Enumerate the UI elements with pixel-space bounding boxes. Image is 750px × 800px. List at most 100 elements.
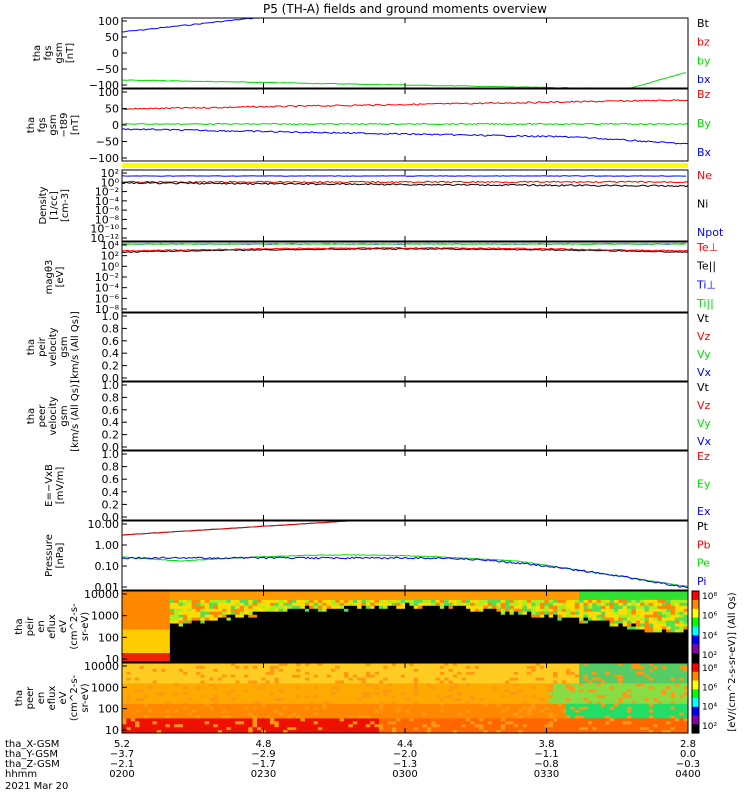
heatmap-cell <box>348 695 354 699</box>
heatmap-cell <box>261 599 267 604</box>
heatmap-cell <box>383 602 389 607</box>
heatmap-cell <box>300 594 306 598</box>
heatmap-cell <box>383 617 389 622</box>
heatmap-cell <box>383 674 389 679</box>
heatmap-cell <box>183 591 188 595</box>
heatmap-cell <box>291 647 297 651</box>
heatmap-cell <box>557 629 563 633</box>
heatmap-cell <box>209 653 214 657</box>
heatmap-cell <box>339 611 345 616</box>
heatmap-cell <box>496 647 502 651</box>
heatmap-cell <box>679 632 685 636</box>
heatmap-cell <box>640 632 645 636</box>
heatmap-cell <box>409 605 415 610</box>
heatmap-cell <box>374 730 380 734</box>
heatmap-cell <box>496 614 502 619</box>
heatmap-cell <box>304 629 310 633</box>
heatmap-cell <box>152 683 158 687</box>
heatmap-cell <box>670 659 676 663</box>
heatmap-cell <box>322 594 328 598</box>
heatmap-cell <box>339 724 345 728</box>
heatmap-cell <box>657 591 663 595</box>
heatmap-cell <box>165 695 171 699</box>
heatmap-cell <box>183 698 188 702</box>
heatmap-cell <box>174 683 180 687</box>
heatmap-cell <box>287 692 293 696</box>
heatmap-cell <box>161 653 167 657</box>
heatmap-cell <box>357 718 362 722</box>
heatmap-cell <box>348 663 354 667</box>
heatmap-cell <box>300 626 306 630</box>
heatmap-cell <box>126 626 132 630</box>
heatmap-cell <box>278 641 284 645</box>
heatmap-cell <box>570 614 576 619</box>
heatmap-cell <box>640 614 645 619</box>
heatmap-cell <box>357 635 362 639</box>
heatmap-cell <box>243 692 249 696</box>
heatmap-cell <box>313 623 319 627</box>
y-tick-label: 10⁻⁶ <box>95 204 120 217</box>
heatmap-cell <box>653 617 659 622</box>
heatmap-cell <box>557 602 563 607</box>
y-axis-label: velocity <box>48 396 59 435</box>
heatmap-cell <box>230 620 236 625</box>
heatmap-cell <box>344 650 349 654</box>
heatmap-cell <box>257 721 262 725</box>
heatmap-cell <box>239 647 245 651</box>
heatmap-cell <box>365 730 371 734</box>
y-axis-label: eV <box>58 620 69 633</box>
heatmap-cell <box>143 706 149 711</box>
y-tick-label: 0.6 <box>102 473 120 486</box>
heatmap-cell <box>348 677 354 681</box>
heatmap-cell <box>178 683 184 687</box>
heatmap-cell <box>291 706 297 711</box>
heatmap-cell <box>126 608 132 613</box>
heatmap-cell <box>683 608 689 613</box>
heatmap-cell <box>257 712 262 716</box>
heatmap-cell <box>544 599 550 604</box>
heatmap-cell <box>492 659 497 663</box>
heatmap-cell <box>326 635 332 639</box>
heatmap-cell <box>365 671 371 676</box>
heatmap-cell <box>431 591 436 595</box>
heatmap-cell <box>239 605 245 610</box>
heatmap-cell <box>679 594 685 598</box>
heatmap-cell <box>391 608 397 613</box>
heatmap-cell <box>261 650 267 654</box>
heatmap-cell <box>352 683 358 687</box>
heatmap-cell <box>409 653 415 657</box>
heatmap-cell <box>287 680 293 684</box>
heatmap-cell <box>566 638 571 642</box>
heatmap-cell <box>283 686 288 690</box>
heatmap-cell <box>627 638 632 642</box>
heatmap-cell <box>557 626 563 630</box>
heatmap-cell <box>370 626 376 630</box>
heatmap-cell <box>204 617 210 622</box>
heatmap-cell <box>370 730 376 734</box>
heatmap-cell <box>396 626 402 630</box>
heatmap-cell <box>331 727 336 731</box>
heatmap-cell <box>243 668 249 673</box>
heatmap-cell <box>396 594 402 598</box>
heatmap-cell <box>487 647 493 651</box>
heatmap-cell <box>178 706 184 711</box>
heatmap-cell <box>570 641 576 645</box>
heatmap-cell <box>583 656 589 660</box>
heatmap-cell <box>283 677 288 681</box>
heatmap-cell <box>583 617 589 622</box>
heatmap-cell <box>348 632 354 636</box>
heatmap-cell <box>448 653 454 657</box>
heatmap-cell <box>261 626 267 630</box>
heatmap-cell <box>640 644 645 648</box>
heatmap-cell <box>304 700 310 705</box>
heatmap-cell <box>156 632 162 636</box>
heatmap-cell <box>335 689 341 693</box>
heatmap-cell <box>448 656 454 660</box>
heatmap-cell <box>169 665 175 670</box>
heatmap-cell <box>291 671 297 676</box>
heatmap-cell <box>291 695 297 699</box>
heatmap-cell <box>135 718 140 722</box>
heatmap-cell <box>152 686 158 690</box>
heatmap-cell <box>204 656 210 660</box>
heatmap-cell <box>191 594 197 598</box>
